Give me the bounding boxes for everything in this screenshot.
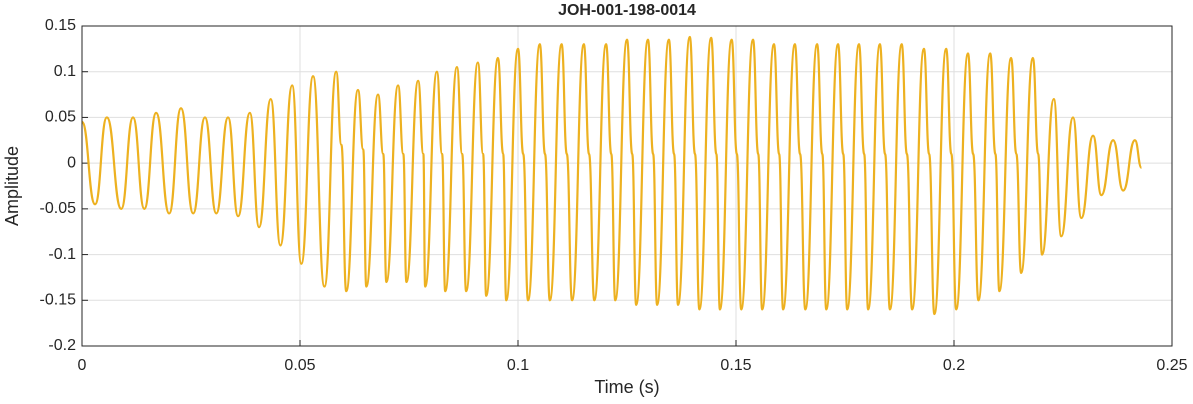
axes-box <box>81 25 1173 347</box>
x-tick-label: 0.2 <box>943 357 965 374</box>
chart-title: JOH-001-198-0014 <box>558 2 696 19</box>
x-tick-label: 0.15 <box>720 357 751 374</box>
y-axis-label: Amplitude <box>2 146 22 226</box>
y-tick-label: -0.05 <box>40 200 77 217</box>
y-tick-label: 0.1 <box>54 63 76 80</box>
y-tick-label: -0.15 <box>40 292 77 309</box>
x-tick-label: 0 <box>78 357 87 374</box>
x-axis-label: Time (s) <box>594 377 659 397</box>
y-tick-label: -0.1 <box>48 246 76 263</box>
y-tick-label: 0.15 <box>45 17 76 34</box>
y-tick-label: 0.05 <box>45 109 76 126</box>
line-series <box>80 35 1143 316</box>
x-tick-label: 0.25 <box>1156 357 1187 374</box>
plot <box>80 35 1143 316</box>
x-tick-label: 0.05 <box>284 357 315 374</box>
y-tick-label: 0 <box>67 154 76 171</box>
x-tick-label: 0.1 <box>507 357 529 374</box>
y-tick-label: -0.2 <box>48 337 76 354</box>
